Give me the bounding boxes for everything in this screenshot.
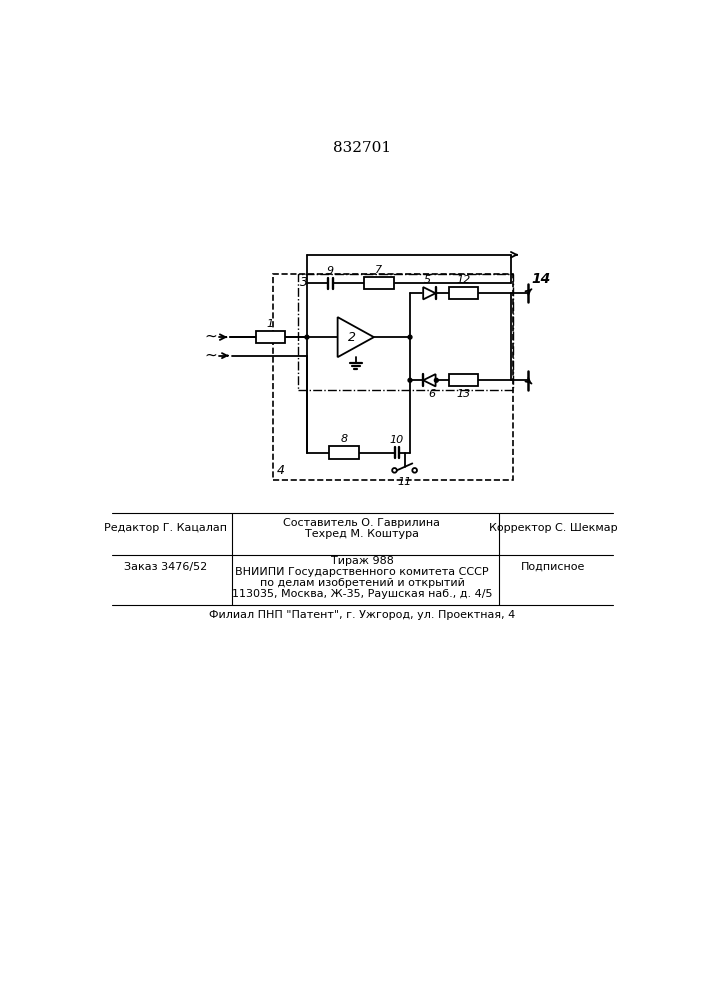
Text: 6: 6 <box>428 389 436 399</box>
Bar <box>256 331 285 343</box>
Text: 9: 9 <box>327 266 334 276</box>
Text: Составитель О. Гаврилина: Составитель О. Гаврилина <box>284 518 440 528</box>
Text: Тираж 988: Тираж 988 <box>330 556 393 566</box>
Text: ~: ~ <box>204 347 217 362</box>
Bar <box>364 277 394 289</box>
Bar <box>449 374 478 386</box>
Bar <box>298 274 513 389</box>
Text: 12: 12 <box>456 275 471 285</box>
Text: ВНИИПИ Государственного комитета СССР: ВНИИПИ Государственного комитета СССР <box>235 567 489 577</box>
Text: 8: 8 <box>341 434 348 444</box>
Text: 3: 3 <box>300 276 308 289</box>
Text: 4: 4 <box>276 464 285 477</box>
Text: 7: 7 <box>375 265 382 275</box>
Text: Корректор С. Шекмар: Корректор С. Шекмар <box>489 523 618 533</box>
Text: 10: 10 <box>390 435 404 445</box>
Text: Подписное: Подписное <box>521 562 585 572</box>
Circle shape <box>408 378 412 382</box>
Text: по делам изобретений и открытий: по делам изобретений и открытий <box>259 578 464 588</box>
Text: Заказ 3476/52: Заказ 3476/52 <box>124 562 207 572</box>
Text: 113035, Москва, Ж-35, Раушская наб., д. 4/5: 113035, Москва, Ж-35, Раушская наб., д. … <box>232 589 492 599</box>
Circle shape <box>305 335 309 339</box>
Text: 5: 5 <box>424 275 431 285</box>
Text: ~: ~ <box>204 329 217 344</box>
Text: Редактор Г. Кацалап: Редактор Г. Кацалап <box>105 523 228 533</box>
Bar <box>449 287 478 299</box>
Text: Филиал ПНП "Патент", г. Ужгород, ул. Проектная, 4: Филиал ПНП "Патент", г. Ужгород, ул. Про… <box>209 610 515 620</box>
Bar <box>273 274 513 480</box>
Circle shape <box>434 378 438 382</box>
Polygon shape <box>338 317 374 357</box>
Circle shape <box>408 335 412 339</box>
Polygon shape <box>423 287 436 299</box>
Text: Техред М. Коштура: Техред М. Коштура <box>305 529 419 539</box>
Polygon shape <box>423 374 436 386</box>
Text: 14: 14 <box>532 272 551 286</box>
Text: 11: 11 <box>397 477 411 487</box>
Text: 832701: 832701 <box>333 141 391 155</box>
Bar <box>329 446 359 459</box>
Text: 2: 2 <box>348 331 356 344</box>
Text: 1: 1 <box>267 319 274 329</box>
Text: 13: 13 <box>456 389 471 399</box>
